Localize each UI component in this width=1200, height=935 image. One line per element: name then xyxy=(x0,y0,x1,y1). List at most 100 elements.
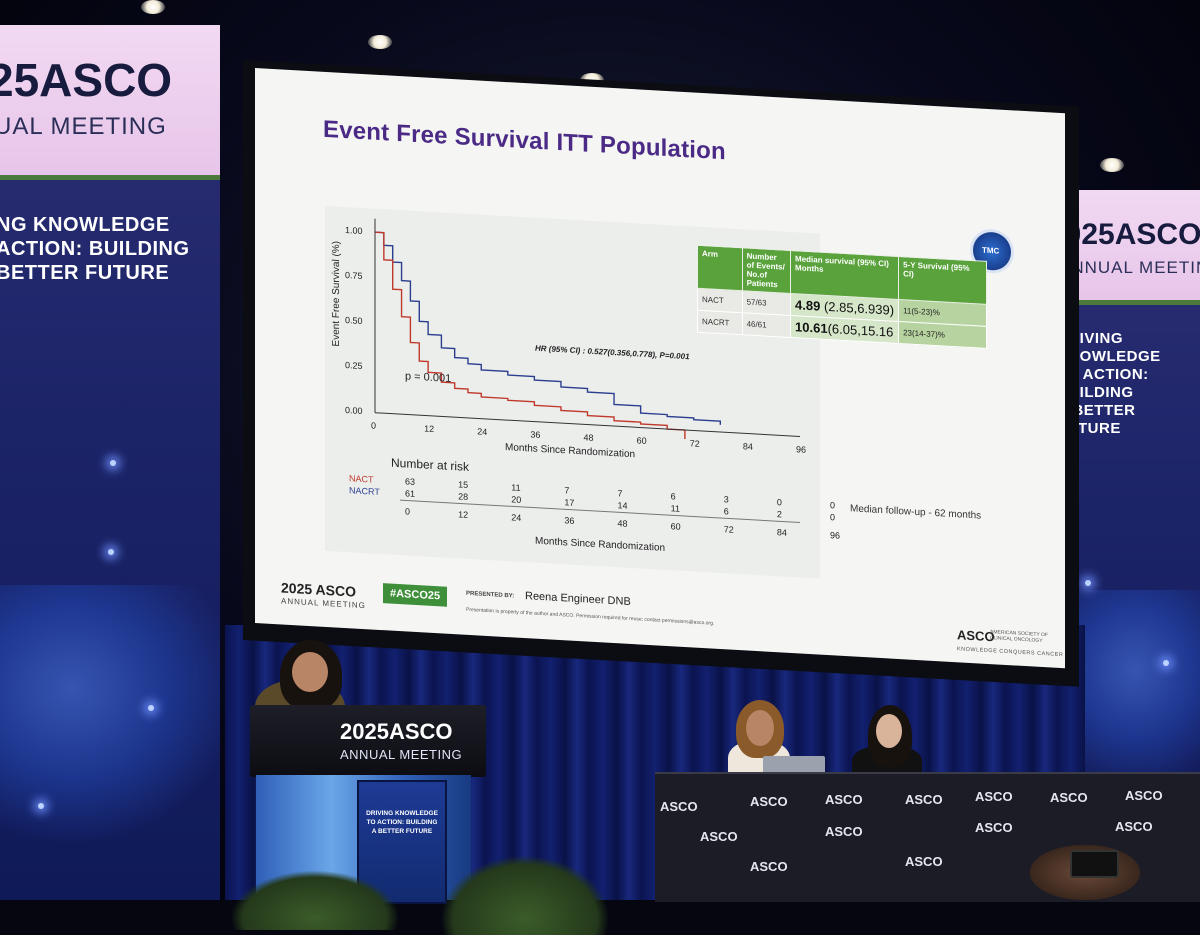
km-curve-nact xyxy=(375,231,686,440)
left-banner-header: 25ASCO UAL MEETING xyxy=(0,25,220,180)
risk-x-tick-label: 0 xyxy=(405,506,411,517)
risk-value: 6 xyxy=(723,506,729,517)
network-node xyxy=(108,549,114,555)
risk-value: 0 xyxy=(830,500,836,511)
risk-x-tick-label: 84 xyxy=(776,527,787,538)
risk-x-tick-label: 24 xyxy=(511,512,522,523)
risk-x-tick-label: 72 xyxy=(723,524,734,535)
y-tick-label: 0.50 xyxy=(345,314,363,326)
x-tick-label: 24 xyxy=(477,426,488,437)
median-ci: (2.85,6.939) xyxy=(820,298,895,318)
ceiling-light xyxy=(1100,158,1124,172)
risk-value: 17 xyxy=(564,497,575,508)
risk-value: 28 xyxy=(458,491,469,502)
risk-value: 2 xyxy=(776,509,782,520)
p-value-text: p = 0.001 xyxy=(405,370,452,385)
desk-asco-logo: ASCO xyxy=(825,824,863,839)
presented-by-label: PRESENTED BY: xyxy=(466,590,515,600)
projection-screen: Event Free Survival ITT Population TMC E… xyxy=(255,68,1065,669)
risk-value: 20 xyxy=(511,494,522,505)
left-banner-asco: 25ASCO xyxy=(0,54,173,106)
y-axis-label: Event Free Survival (%) xyxy=(331,240,342,347)
network-node xyxy=(1163,660,1169,666)
left-banner: 25ASCO UAL MEETING NG KNOWLEDGE ACTION: … xyxy=(0,25,220,900)
x-tick-label: 60 xyxy=(636,435,647,446)
risk-value: 7 xyxy=(617,488,623,499)
risk-row-arm: NACT xyxy=(349,473,374,485)
podium-slogan: DRIVING KNOWLEDGE TO ACTION: BUILDING A … xyxy=(366,810,438,835)
median-value: 10.61 xyxy=(795,319,828,337)
risk-value: 15 xyxy=(458,479,469,490)
y-tick-label: 0.75 xyxy=(345,269,363,281)
risk-table-axis-line xyxy=(400,499,800,523)
y-tick-label: 0.00 xyxy=(345,405,363,417)
desk-asco-logo: ASCO xyxy=(750,794,788,809)
x-tick-label: 72 xyxy=(689,438,700,449)
table-header-cell: Number of Events/ No.of Patients xyxy=(742,247,791,294)
speaker-face xyxy=(292,652,328,692)
median-value: 4.89 xyxy=(795,297,821,314)
audience-phone xyxy=(1070,850,1119,878)
x-tick-label: 0 xyxy=(371,420,377,431)
risk-x-tick-label: 96 xyxy=(830,530,841,541)
podium-meeting: ANNUAL MEETING xyxy=(340,747,463,762)
desk-asco-logo: ASCO xyxy=(750,859,788,874)
desk-asco-logo: ASCO xyxy=(905,854,943,869)
desk-asco-logo: ASCO xyxy=(1125,788,1163,803)
right-banner-meeting: ANNUAL MEETING xyxy=(1059,258,1200,277)
survival-table: Arm Number of Events/ No.of Patients Med… xyxy=(697,245,987,349)
network-node xyxy=(110,460,116,466)
risk-value: 6 xyxy=(670,491,676,502)
presenter-name: Reena Engineer DNB xyxy=(525,590,631,609)
km-plot: Event Free Survival (%) 1.00 0.75 0.50 0.25… xyxy=(325,205,840,579)
corner-tagline: KNOWLEDGE CONQUERS CANCER xyxy=(957,646,1064,659)
x-tick-label: 12 xyxy=(424,423,435,435)
x-tick-label: 84 xyxy=(742,441,753,452)
x-tick-label: 96 xyxy=(796,444,807,455)
slide-title: Event Free Survival ITT Population xyxy=(323,115,726,166)
table-cell-arm: NACRT xyxy=(697,310,743,335)
network-node xyxy=(1085,580,1091,586)
table-cell-arm: NACT xyxy=(697,288,743,313)
desk-asco-logo: ASCO xyxy=(975,820,1013,835)
panelist-right-face xyxy=(876,714,902,748)
x-tick-label: 48 xyxy=(583,432,594,443)
corner-org-name: AMERICAN SOCIETY OF CLINICAL ONCOLOGY xyxy=(990,629,1048,645)
risk-value: 11 xyxy=(511,482,521,493)
x-axis-line xyxy=(375,412,800,437)
risk-value: 14 xyxy=(617,500,628,511)
world-map xyxy=(1063,590,1200,790)
table-header-cell: 5-Y Survival (95% CI) xyxy=(898,256,987,305)
network-node xyxy=(148,705,154,711)
institution-logo-text: TMC xyxy=(982,245,1000,256)
podium-asco: 2025ASCO xyxy=(340,719,453,744)
risk-value: 7 xyxy=(564,485,570,496)
table-cell-events: 46/61 xyxy=(742,312,791,338)
median-ci: (6.05,15.16 xyxy=(827,321,894,340)
desk-asco-logo: ASCO xyxy=(825,792,863,807)
table-cell-events: 57/63 xyxy=(742,290,791,316)
desk-asco-logo: ASCO xyxy=(905,792,943,807)
desk-asco-logo: ASCO xyxy=(1115,819,1153,834)
left-banner-slogan: NG KNOWLEDGE ACTION: BUILDING BETTER FUT… xyxy=(0,214,190,284)
km-chart-svg xyxy=(374,218,800,523)
y-tick-label: 1.00 xyxy=(345,224,363,236)
desk-asco-logo: ASCO xyxy=(660,799,698,814)
desk-asco-logo: ASCO xyxy=(1050,790,1088,805)
risk-x-tick-label: 36 xyxy=(564,515,575,526)
risk-value: 63 xyxy=(405,476,416,487)
ceiling-light xyxy=(368,35,392,49)
world-map xyxy=(0,585,220,845)
desk-asco-logo: ASCO xyxy=(975,789,1013,804)
risk-x-tick-label: 48 xyxy=(617,518,628,529)
plant xyxy=(230,870,400,930)
hashtag-badge: #ASCO25 xyxy=(383,583,448,607)
podium-top: 2025ASCO ANNUAL MEETING xyxy=(250,705,486,777)
risk-value: 11 xyxy=(670,503,680,514)
km-curve-nacrt xyxy=(375,231,722,425)
y-tick-label: 0.25 xyxy=(345,359,363,371)
median-followup-text: Median follow-up - 62 months xyxy=(850,503,982,522)
table-cell-five-year: 23(14-37)% xyxy=(898,321,987,349)
network-node xyxy=(38,803,44,809)
ceiling-light xyxy=(141,0,165,14)
